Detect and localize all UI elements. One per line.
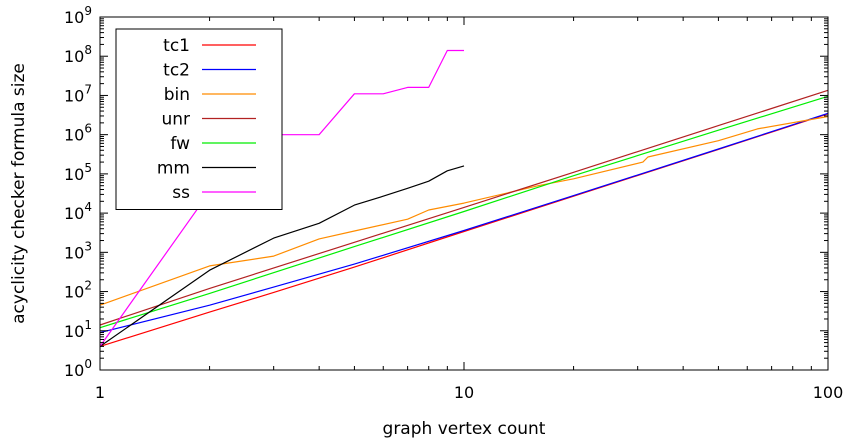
- y-tick-label: 108: [64, 43, 92, 66]
- y-tick-label: 109: [64, 4, 92, 27]
- legend-label-unr: unr: [161, 110, 190, 130]
- legend-label-fw: fw: [170, 134, 190, 154]
- y-tick-label: 104: [64, 200, 92, 223]
- legend-label-ss: ss: [172, 183, 190, 203]
- legend-label-mm: mm: [157, 159, 190, 179]
- y-tick-label: 102: [64, 279, 92, 302]
- series-line-fw: [99, 95, 829, 329]
- x-tick-label: 1: [95, 383, 105, 402]
- series-line-mm: [99, 165, 465, 347]
- legend-label-tc1: tc1: [163, 36, 190, 56]
- series-line-tc2: [99, 112, 829, 334]
- legend-box: [115, 28, 283, 210]
- y-tick-label: 103: [64, 239, 92, 262]
- legend: tc1 tc2 bin unr fw mm ss: [115, 28, 283, 210]
- y-tick-label: 107: [64, 82, 92, 105]
- x-axis-title: graph vertex count: [383, 419, 546, 439]
- x-tick-label: 10: [454, 383, 474, 402]
- y-tick-label: 106: [64, 122, 92, 145]
- series-line-unr: [99, 89, 829, 326]
- y-tick-label: 100: [64, 357, 92, 380]
- tick-labels: 1 10 100 100 101 102 103 104 105 106 107 108 109: [64, 4, 843, 402]
- ticks-layer: [99, 16, 829, 371]
- y-tick-label: 101: [64, 318, 92, 341]
- y-tick-label: 105: [64, 161, 92, 184]
- x-tick-label: 100: [813, 383, 844, 402]
- y-axis-title: acyclicity checker formula size: [9, 63, 29, 324]
- legend-label-bin: bin: [164, 85, 190, 105]
- legend-label-tc2: tc2: [163, 61, 190, 81]
- series-line-bin: [99, 115, 829, 306]
